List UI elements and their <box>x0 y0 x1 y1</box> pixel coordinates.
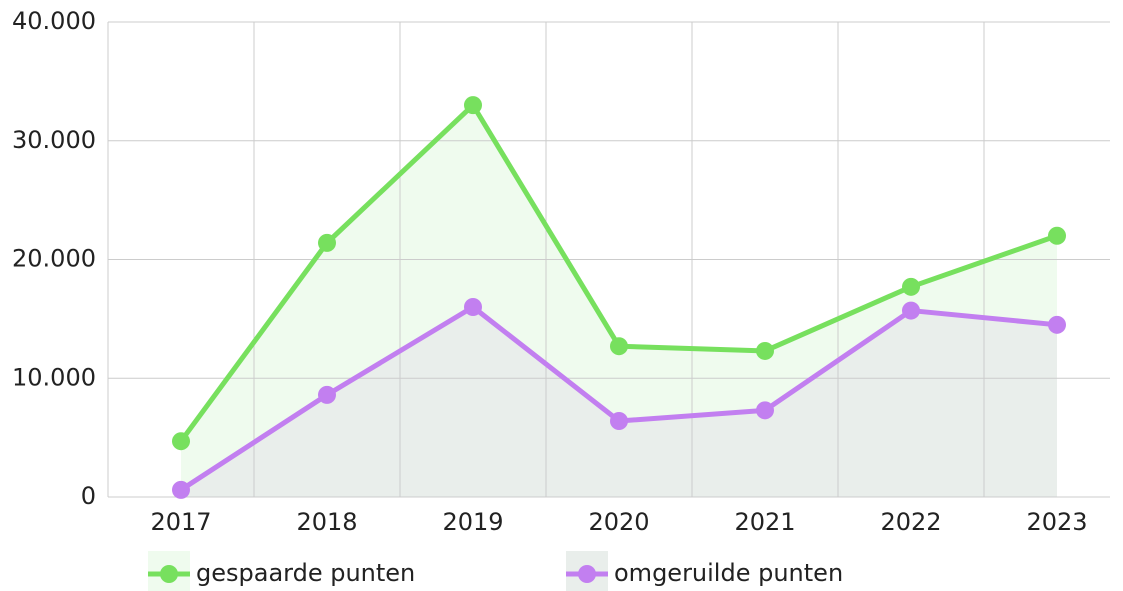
point <box>172 432 190 451</box>
point <box>610 412 628 430</box>
point <box>464 96 482 115</box>
legend-marker <box>578 565 596 583</box>
point <box>172 480 190 499</box>
x-tick-label: 2018 <box>296 508 357 536</box>
point <box>318 233 336 252</box>
legend-label: gespaarde punten <box>196 559 415 587</box>
y-tick-label: 0 <box>81 482 96 510</box>
point <box>318 385 336 404</box>
legend-marker <box>160 565 178 583</box>
y-tick-label: 10.000 <box>12 363 96 391</box>
x-tick-label: 2017 <box>150 508 211 536</box>
x-tick-label: 2019 <box>442 508 503 536</box>
x-tick-label: 2022 <box>880 508 941 536</box>
x-tick-label: 2021 <box>734 508 795 536</box>
point <box>610 337 628 356</box>
y-tick-label: 40.000 <box>12 7 96 35</box>
point <box>902 301 920 320</box>
point <box>1048 315 1066 334</box>
point <box>756 341 774 360</box>
y-tick-label: 30.000 <box>12 126 96 154</box>
point <box>902 277 920 296</box>
point <box>756 401 774 420</box>
x-tick-label: 2020 <box>588 508 649 536</box>
y-tick-label: 20.000 <box>12 245 96 273</box>
x-tick-label: 2023 <box>1026 508 1087 536</box>
legend-label: omgeruilde punten <box>614 559 843 587</box>
point <box>464 298 482 316</box>
point <box>1048 226 1066 245</box>
